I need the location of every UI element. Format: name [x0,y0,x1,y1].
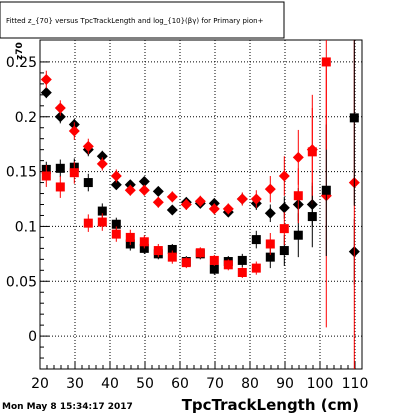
series-2 [41,40,359,275]
data-point-square [69,168,79,178]
data-point-diamond [152,196,164,208]
data-point-square [111,229,121,239]
data-point-diamond [40,87,52,99]
data-point-square [251,263,261,273]
data-point-square [279,224,289,234]
x-tick-label: 100 [307,376,334,392]
title-box [0,1,285,39]
data-point-square [83,218,93,228]
x-tick-label: 90 [276,376,294,392]
data-point-square [321,185,331,195]
data-point-square [293,230,303,240]
data-point-diamond [54,111,66,123]
data-point-square [167,252,177,262]
data-point-diamond [96,150,108,162]
data-point-square [265,252,275,262]
data-point-square [307,212,317,222]
data-point-square [111,219,121,229]
data-point-diamond [40,73,52,85]
data-point-square [237,267,247,277]
data-point-square [153,246,163,256]
x-tick-label: 50 [136,376,154,392]
data-point-square [237,255,247,265]
chart-title: Fitted z_{70} versus TpcTrackLength and … [6,17,264,25]
series-3 [41,40,331,278]
data-point-square [97,206,107,216]
data-point-square [195,248,205,258]
x-axis-title: TpcTrackLength (cm) [182,396,359,414]
data-point-diamond [250,193,262,205]
data-point-square [139,237,149,247]
data-point-square [55,163,65,173]
data-point-square [209,264,219,274]
data-point-diamond [152,185,164,197]
data-point-square [83,178,93,188]
data-point-diamond [166,191,178,203]
data-point-diamond [208,203,220,215]
data-point-diamond [68,125,80,137]
x-tick-label: 110 [342,376,369,392]
data-point-square [55,182,65,192]
data-point-diamond [222,203,234,215]
y-tick-label: 0.1 [15,219,37,235]
data-point-square [167,244,177,254]
data-point-diamond [124,184,136,196]
ticks-layer: 20 30 40 50 60 70 80 90 100 110 0 0.05 0.1 0.15 0.2 0.2… [6,55,369,392]
data-point-diamond [278,202,290,214]
x-tick-label: 30 [66,376,84,392]
y-tick-label: 0 [28,329,37,345]
y-tick-label: 0.2 [15,110,37,126]
data-point-diamond [236,193,248,205]
data-point-diamond [138,175,150,187]
data-point-square [251,235,261,245]
x-tick-label: 80 [241,376,259,392]
data-point-square [307,147,317,157]
data-point-square [41,171,51,181]
y-tick-label: 0.25 [6,55,37,71]
data-point-diamond [96,158,108,170]
data-point-square [209,255,219,265]
data-point-square [223,260,233,270]
data-point-square [279,246,289,256]
data-point-diamond [110,170,122,182]
data-point-square [293,191,303,201]
data-point-square [349,113,359,123]
data-point-square [125,232,135,242]
data-point-diamond [278,170,290,182]
data-point-diamond [264,183,276,195]
x-tick-label: 60 [171,376,189,392]
data-point-diamond [54,102,66,114]
y-tick-label: 0.15 [6,165,37,181]
data-point-diamond [82,140,94,152]
data-point-diamond [180,199,192,210]
data-point-square [265,239,275,249]
data-point-square [97,217,107,227]
x-tick-label: 40 [101,376,119,392]
data-point-diamond [166,204,178,216]
data-point-diamond [138,184,150,196]
data-point-diamond [264,207,276,219]
data-point-diamond [194,195,206,207]
x-tick-label: 20 [31,376,49,392]
series-layer [40,40,360,369]
data-point-diamond [292,151,304,163]
x-tick-label: 70 [206,376,224,392]
data-point-square [321,57,331,67]
timestamp: Mon May 8 15:34:17 2017 [2,402,133,412]
y-side-label: z70 [15,42,25,60]
data-point-square [181,258,191,268]
data-point-diamond [110,179,122,191]
y-tick-label: 0.05 [6,274,37,290]
